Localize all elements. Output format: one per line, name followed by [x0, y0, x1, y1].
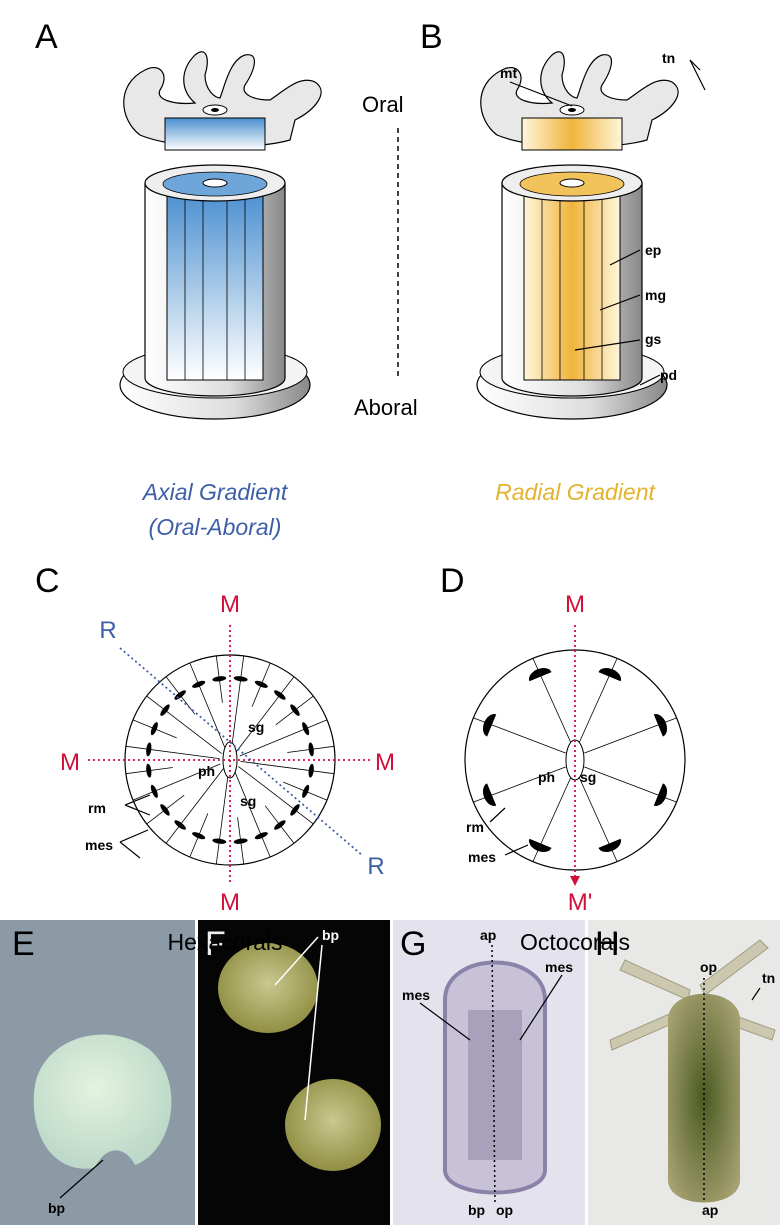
caption: Octocorals — [520, 929, 630, 955]
panel-letter: G — [400, 925, 426, 963]
panel-letter: B — [420, 18, 443, 56]
caption: Hexacorals — [167, 929, 282, 955]
panel-letter: C — [35, 562, 60, 600]
column-inner — [524, 190, 620, 380]
label: gs — [645, 331, 662, 347]
panel-letter: A — [35, 18, 58, 56]
label: ap — [480, 927, 496, 943]
label: mt — [500, 65, 517, 81]
caption: Radial Gradient — [495, 479, 656, 505]
label: bp — [48, 1200, 65, 1216]
label: mg — [645, 287, 666, 303]
column-inner — [167, 190, 263, 380]
label: rm — [88, 800, 106, 816]
caption: (Oral-Aboral) — [149, 514, 282, 540]
pharynx — [203, 179, 227, 187]
label: rm — [466, 819, 484, 835]
label: mes — [545, 959, 573, 975]
mouth-inner — [211, 108, 219, 112]
label: op — [496, 1202, 513, 1218]
oral-label: Oral — [362, 92, 404, 117]
label: pd — [660, 367, 677, 383]
caption: Axial Gradient — [141, 479, 289, 505]
larva-gut — [468, 1010, 522, 1160]
label: op — [700, 959, 717, 975]
mouth-inner — [568, 108, 576, 112]
oral-cut — [522, 118, 622, 150]
label: mes — [468, 849, 496, 865]
axis-label: M — [220, 591, 240, 618]
axis-label: M — [60, 749, 80, 776]
illustrations — [0, 52, 780, 1225]
leader — [120, 842, 140, 858]
leader — [690, 60, 705, 90]
pharynx — [560, 179, 584, 187]
label: ap — [702, 1202, 718, 1218]
arrowhead — [570, 876, 580, 886]
leader — [120, 830, 148, 842]
label: tn — [762, 970, 775, 986]
label: mes — [85, 837, 113, 853]
label: ph — [198, 763, 215, 779]
label: sg — [240, 793, 256, 809]
panel-letter: E — [12, 925, 35, 963]
label: sg — [248, 719, 264, 735]
embryo — [218, 943, 318, 1033]
oral-cut — [165, 118, 265, 150]
label: sg — [580, 769, 596, 785]
axis-label: R — [367, 853, 384, 880]
figure: A B C D E F G H Oral Aboral mt tn ep mg … — [0, 0, 780, 1225]
axis-label: M — [220, 889, 240, 916]
axis-label: M' — [568, 889, 593, 916]
leader — [690, 60, 700, 70]
axis-label: M — [565, 591, 585, 618]
label: mes — [402, 987, 430, 1003]
axis-label: R — [99, 617, 116, 644]
embryo — [285, 1079, 381, 1171]
label: ph — [538, 769, 555, 785]
aboral-label: Aboral — [354, 395, 418, 420]
label: bp — [322, 927, 339, 943]
embryo — [34, 1035, 172, 1169]
label: bp — [468, 1202, 485, 1218]
panel-letter: D — [440, 562, 465, 600]
axis-label: M — [375, 749, 395, 776]
label: tn — [662, 50, 675, 66]
label: ep — [645, 242, 661, 258]
